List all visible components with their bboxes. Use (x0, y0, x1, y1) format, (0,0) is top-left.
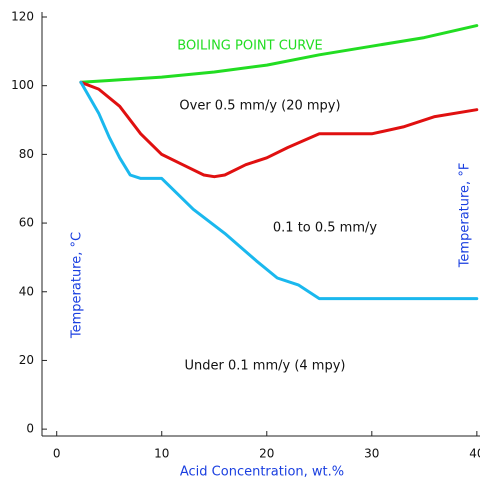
annotation: BOILING POINT CURVE (177, 39, 323, 54)
x-tick-label: 40 (469, 447, 480, 461)
x-tick-label: 0 (53, 447, 61, 461)
y-tick-label: 100 (11, 78, 34, 92)
y-tick-label: 60 (19, 216, 34, 230)
y-tick-label: 80 (19, 147, 34, 161)
y-tick-label: 120 (11, 10, 34, 24)
x-tick-label: 30 (364, 447, 379, 461)
line-series (79, 80, 479, 179)
y-tick-label: 20 (19, 353, 34, 367)
x-axis-label: Acid Concentration, wt.% (180, 465, 344, 480)
y-tick-label: 0 (26, 422, 34, 436)
x-tick-label: 20 (259, 447, 274, 461)
line-series (79, 24, 479, 84)
y-axis-label: Temperature, °C (70, 232, 85, 339)
annotation: Under 0.1 mm/y (4 mpy) (185, 359, 346, 374)
y-tick-label: 40 (19, 284, 34, 298)
x-tick-label: 10 (154, 447, 169, 461)
y2-axis-label: Temperature, °F (458, 163, 473, 269)
line-series (79, 80, 479, 301)
annotation: 0.1 to 0.5 mm/y (273, 221, 378, 236)
annotation: Over 0.5 mm/y (20 mpy) (179, 99, 340, 114)
